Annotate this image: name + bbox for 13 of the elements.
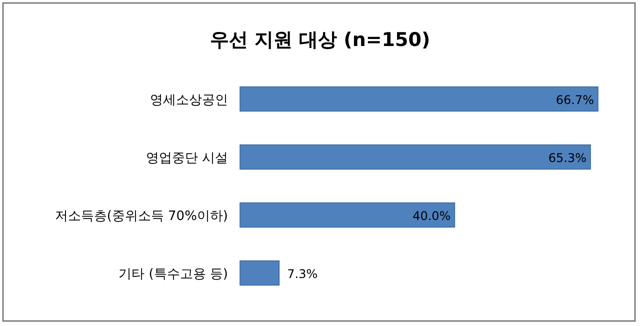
y-tick-label: 영세소상공인 bbox=[150, 93, 228, 108]
bar bbox=[240, 202, 456, 228]
y-tick-label: 기타 (특수고용 등) bbox=[118, 267, 228, 282]
data-label: 7.3% bbox=[287, 267, 318, 281]
data-label: 65.3% bbox=[548, 151, 586, 165]
y-tick-label: 저소득층(중위소득 70%이하) bbox=[54, 209, 228, 224]
bar bbox=[240, 260, 280, 286]
data-label: 66.7% bbox=[556, 93, 594, 107]
bar bbox=[240, 86, 598, 112]
data-label: 40.0% bbox=[412, 209, 451, 223]
y-tick-label: 영업중단 시설 bbox=[146, 151, 228, 166]
bar bbox=[240, 144, 591, 170]
chart-title: 우선 지원 대상 (n=150) bbox=[210, 29, 430, 51]
